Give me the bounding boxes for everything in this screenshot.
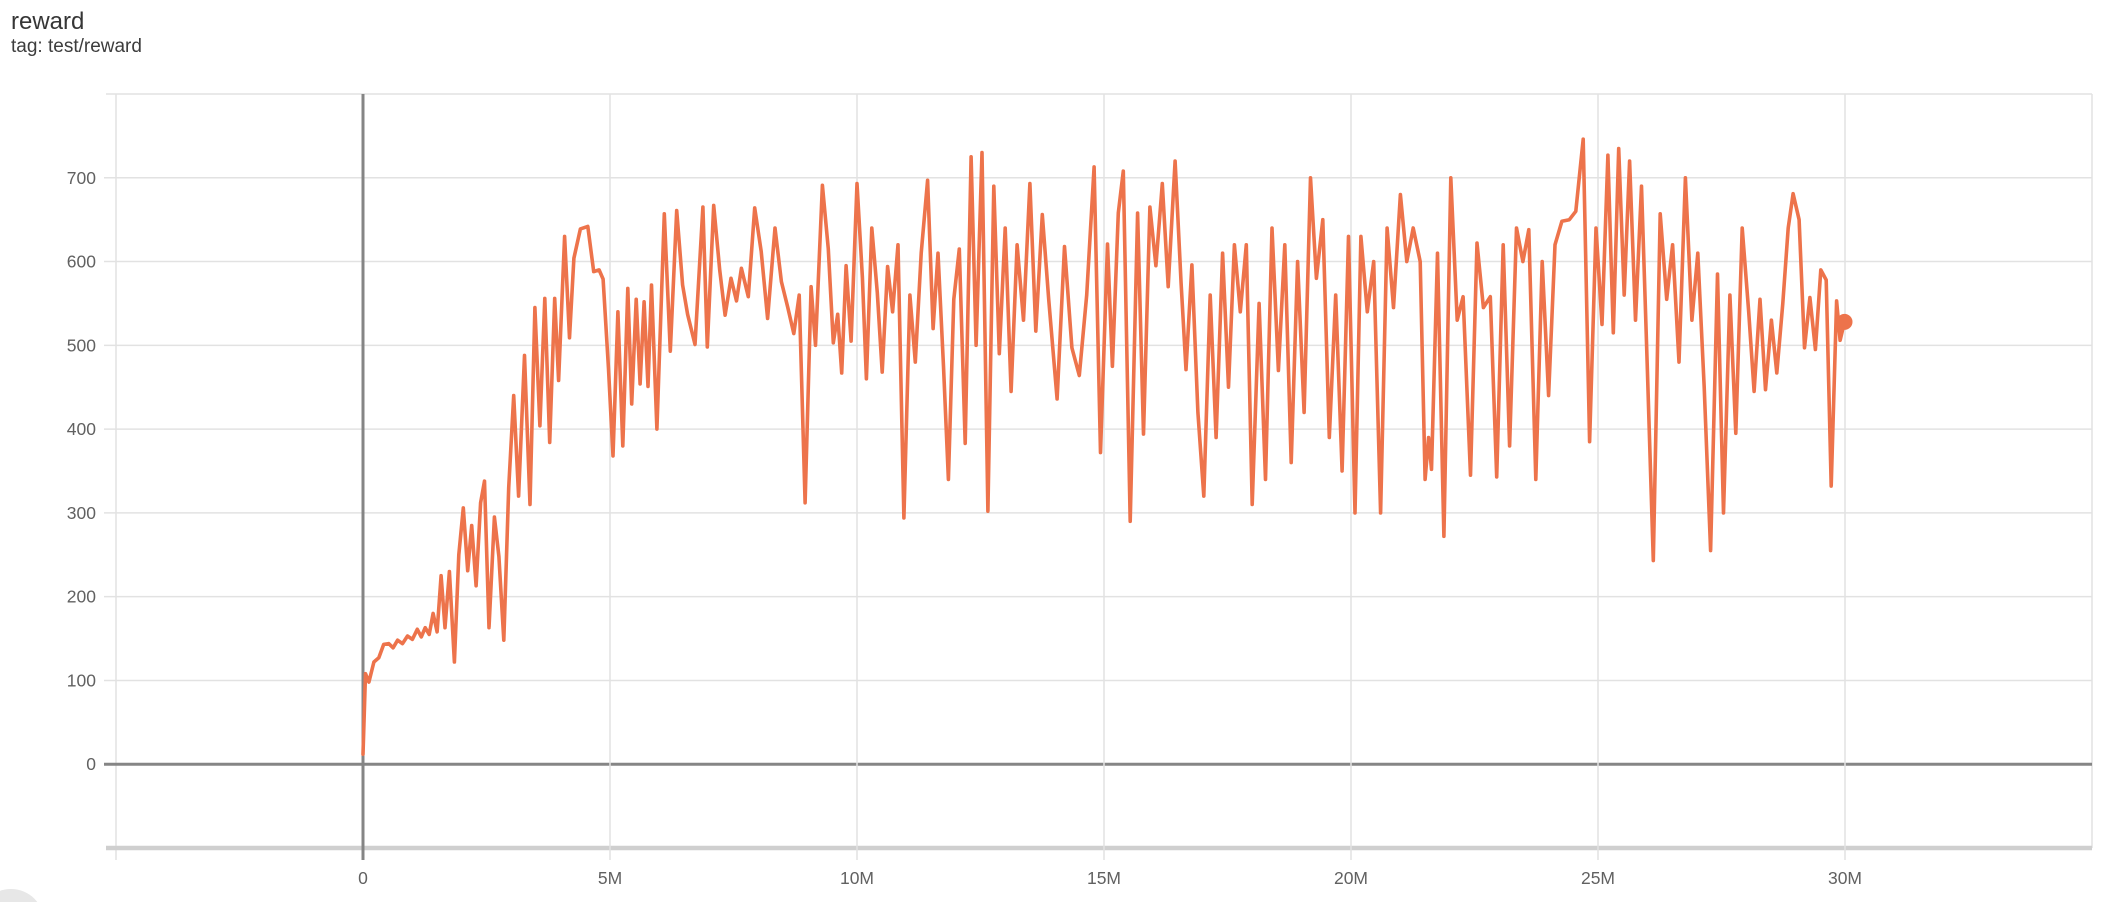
x-tick-label: 30M [1828,868,1862,888]
chart-title: reward [11,8,85,35]
y-tick-label: 100 [67,670,96,690]
x-tick-label: 25M [1581,868,1615,888]
x-tick-label: 20M [1334,868,1368,888]
x-tick-label: 15M [1087,868,1121,888]
y-tick-label: 200 [67,587,96,607]
x-tick-label: 5M [598,868,622,888]
y-tick-label: 700 [67,168,96,188]
x-tick-label: 0 [358,868,368,888]
series-end-point-marker [1836,313,1853,330]
y-tick-label: 500 [67,335,96,355]
y-tick-label: 300 [67,503,96,523]
chart-tag-subtitle: tag: test/reward [11,36,142,57]
x-tick-label: 10M [840,868,874,888]
reward-series-line [361,137,1847,757]
y-tick-label: 600 [67,252,96,272]
y-tick-label: 0 [86,754,96,774]
y-tick-label: 400 [67,419,96,439]
